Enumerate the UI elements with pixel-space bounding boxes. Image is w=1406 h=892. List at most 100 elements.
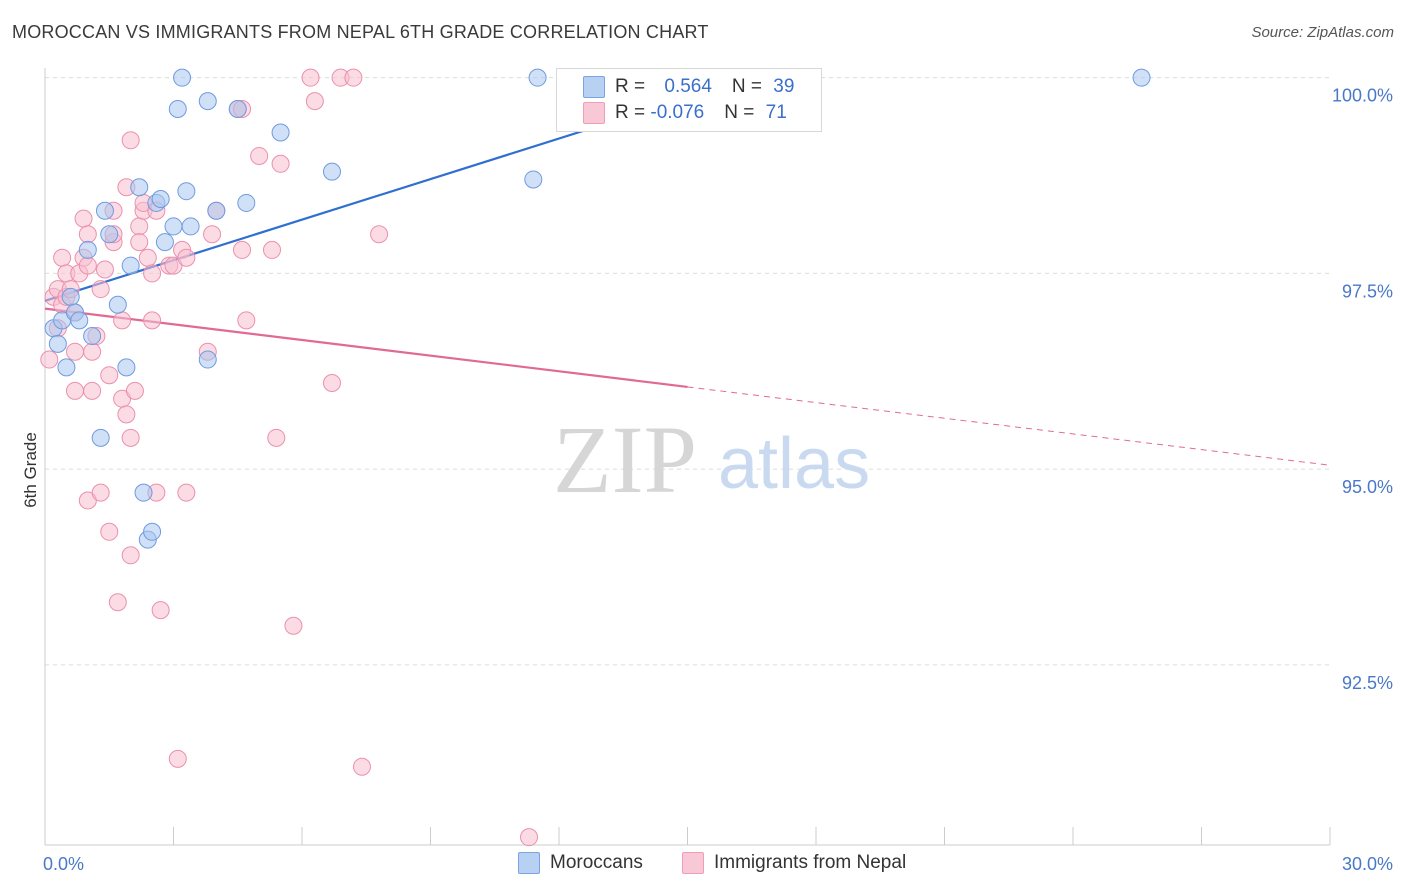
nepal-point xyxy=(284,616,303,635)
moroccans-point xyxy=(322,162,341,181)
nepal-point xyxy=(168,749,187,768)
moroccans-point xyxy=(108,295,127,314)
legend-label: Moroccans xyxy=(550,852,643,873)
nepal-point xyxy=(322,374,341,393)
nepal-point xyxy=(78,225,97,244)
moroccans-point xyxy=(130,178,149,197)
y-tick-label: 92.5% xyxy=(1342,673,1393,693)
nepal-point xyxy=(125,381,144,400)
moroccans-point xyxy=(1132,68,1151,87)
moroccans-point xyxy=(117,358,136,377)
nepal-point xyxy=(130,217,149,236)
x-tick-label: 30.0% xyxy=(1342,854,1393,874)
moroccans-point xyxy=(198,350,217,369)
watermark-zip: ZIP xyxy=(553,406,697,513)
nepal-point xyxy=(100,522,119,541)
nepal-point xyxy=(352,757,371,776)
nepal-point xyxy=(95,260,114,279)
y-axis-label: 6th Grade xyxy=(21,432,40,508)
moroccans-point xyxy=(100,225,119,244)
moroccans-swatch xyxy=(518,852,540,874)
moroccans-point xyxy=(57,358,76,377)
moroccans-point xyxy=(173,68,192,87)
legend-item-nepal: Immigrants from Nepal xyxy=(682,852,906,874)
nepal-point xyxy=(65,381,84,400)
data-points xyxy=(40,68,1151,847)
moroccans-point xyxy=(95,201,114,220)
nepal-point xyxy=(138,248,157,267)
nepal-point xyxy=(78,256,97,275)
nepal-point xyxy=(121,546,140,565)
nepal-point xyxy=(177,483,196,502)
moroccans-point xyxy=(228,99,247,118)
n-value: 71 xyxy=(765,102,787,123)
moroccans-point xyxy=(48,334,67,353)
nepal-point xyxy=(344,68,363,87)
nepal-point xyxy=(121,131,140,150)
moroccans-point xyxy=(271,123,290,142)
watermark-atlas: atlas xyxy=(718,424,870,504)
nepal-point xyxy=(83,381,102,400)
nepal-point xyxy=(108,593,127,612)
r-value: 0.564 xyxy=(664,76,712,97)
moroccans-point xyxy=(528,68,547,87)
nepal-trend-extension xyxy=(687,386,1331,466)
nepal-point xyxy=(151,601,170,620)
nepal-point xyxy=(53,248,72,267)
nepal-point xyxy=(121,428,140,447)
moroccans-point xyxy=(134,483,153,502)
moroccans-point xyxy=(155,233,174,252)
n-value: 39 xyxy=(773,76,795,97)
nepal-point xyxy=(143,264,162,283)
moroccans-point xyxy=(61,287,80,306)
moroccans-point xyxy=(91,428,110,447)
nepal-point xyxy=(113,311,132,330)
moroccans-point xyxy=(207,201,226,220)
n-label: N = xyxy=(724,102,760,123)
tick-labels: 100.0% 97.5% 95.0% 92.5% 0.0% 30.0% xyxy=(43,86,1393,874)
grid-lines xyxy=(45,77,1330,666)
nepal-point xyxy=(263,240,282,259)
nepal-point xyxy=(65,342,84,361)
moroccans-point xyxy=(78,240,97,259)
y-tick-label: 95.0% xyxy=(1342,477,1393,497)
nepal-point xyxy=(233,240,252,259)
moroccans-point xyxy=(70,311,89,330)
nepal-point xyxy=(83,342,102,361)
legend-row-nepal: R = -0.076 N = 71 xyxy=(557,101,787,125)
nepal-trend-line xyxy=(44,307,688,389)
nepal-point xyxy=(370,225,389,244)
moroccans-point xyxy=(181,217,200,236)
r-label: R = xyxy=(615,102,651,123)
x-tick-label: 0.0% xyxy=(43,854,84,874)
nepal-point xyxy=(40,350,59,369)
source-label: Source: ZipAtlas.com xyxy=(1251,24,1394,41)
nepal-point xyxy=(91,483,110,502)
r-label: R = xyxy=(615,76,651,97)
stats-legend: R = 0.564 N = 39 R = -0.076 N = 71 xyxy=(556,68,822,132)
nepal-point xyxy=(100,366,119,385)
moroccans-point xyxy=(524,170,543,189)
moroccans-point xyxy=(168,99,187,118)
legend-item-moroccans: Moroccans xyxy=(518,852,643,874)
y-tick-label: 97.5% xyxy=(1342,281,1393,301)
nepal-point xyxy=(301,68,320,87)
nepal-point xyxy=(203,225,222,244)
nepal-swatch xyxy=(583,102,605,124)
nepal-swatch xyxy=(682,852,704,874)
chart-title: MOROCCAN VS IMMIGRANTS FROM NEPAL 6TH GR… xyxy=(12,22,709,42)
legend-label: Immigrants from Nepal xyxy=(714,852,907,873)
moroccans-point xyxy=(121,256,140,275)
moroccans-point xyxy=(83,327,102,346)
nepal-point xyxy=(250,146,269,165)
nepal-point xyxy=(74,209,93,228)
moroccans-point xyxy=(177,182,196,201)
r-value: -0.076 xyxy=(650,102,705,123)
n-label: N = xyxy=(731,76,768,97)
nepal-point xyxy=(130,233,149,252)
nepal-point xyxy=(520,828,539,847)
moroccans-point xyxy=(237,193,256,212)
nepal-point xyxy=(267,428,286,447)
nepal-point xyxy=(237,311,256,330)
